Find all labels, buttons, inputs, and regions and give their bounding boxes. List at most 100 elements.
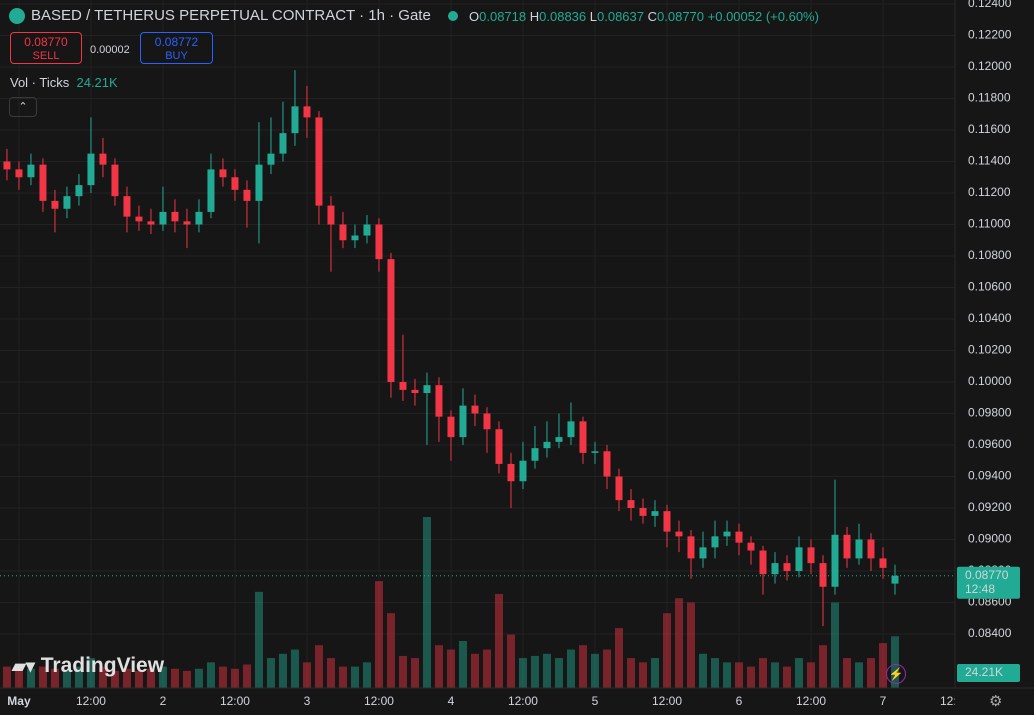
sell-price: 0.08770 [24,35,68,49]
volume-bar [566,649,575,688]
y-tick-label: 0.11200 [968,185,1011,199]
volume-bar [890,636,899,688]
volume-bar [98,666,107,688]
y-tick-label: 0.12400 [968,0,1012,10]
volume-bar [242,664,251,688]
candle-body [195,211,203,225]
volume-bar [518,658,527,688]
candle-body [855,539,863,559]
x-tick-label: 5 [592,694,599,708]
candle-body [303,106,311,118]
volume-bar [290,649,299,688]
symbol-logo [9,8,25,24]
candle-body [555,437,563,442]
candle-body [147,221,155,225]
volume-bar [206,662,215,688]
volume-bar [866,658,875,688]
volume-bar [2,666,11,688]
volume-bar [494,593,503,688]
y-tick-label: 0.10600 [968,280,1012,294]
volume-bar [338,666,347,688]
y-tick-label: 0.09200 [968,500,1012,514]
candle-body [231,177,239,190]
candle-body [75,185,83,197]
y-tick-label: 0.10000 [968,374,1012,388]
y-tick-label: 0.11400 [968,154,1011,168]
candle-body [639,508,647,516]
candle-body [579,421,587,453]
candle-body [207,169,215,212]
candle-body [123,196,131,217]
candle-body [87,153,95,186]
y-tick-label: 0.09400 [968,469,1012,483]
candle-body [471,405,479,414]
h-label: H [529,9,540,24]
collapse-button[interactable]: ⌃ [9,97,37,117]
volume-bar [266,658,275,688]
x-tick-label: 12:00 [76,694,106,708]
volume-bar [650,658,659,688]
volume-bar [50,668,59,688]
candle-body [435,385,443,417]
volume-bar [662,613,671,688]
candle-body [159,211,167,225]
candle-body [615,476,623,501]
candle-body [663,511,671,532]
y-tick-label: 0.09000 [968,532,1012,546]
x-tick-label: 3 [304,694,311,708]
candle-body [387,259,395,382]
volume-bar [110,670,119,688]
x-tick-label: May [7,694,31,708]
y-tick-label: 0.09600 [968,437,1012,451]
candle-body [627,500,635,508]
volume-bar [446,649,455,688]
candle-body [771,563,779,575]
y-tick-label: 0.11000 [968,217,1011,231]
candle-body [651,511,659,516]
candle-body [867,539,875,559]
market-status [448,11,458,21]
candle-body [411,389,419,394]
x-tick-label: 6 [736,694,743,708]
candle-body [747,542,755,551]
y-tick-label: 0.12000 [968,59,1012,73]
volume-bar [878,643,887,688]
volume-bar [410,658,419,688]
candle-body [531,448,539,461]
symbol-title[interactable]: BASED / TETHERUS PERPETUAL CONTRACT · 1h… [31,7,431,24]
y-tick-label: 0.09800 [968,406,1012,420]
candle-body [495,429,503,464]
buy-button[interactable]: 0.08772 BUY [140,32,213,64]
candle-body [423,385,431,394]
candle-body [843,534,851,559]
candle-body [111,164,119,197]
time-axis [0,688,955,715]
volume-bar [590,653,599,688]
volume-bar [14,670,23,688]
volume-legend-value: 24.21K [76,75,118,90]
candle-body [459,405,467,438]
y-tick-label: 0.10400 [968,311,1012,325]
candle-body [483,413,491,430]
last-price-label: 0.08770 [965,568,1009,582]
candle-body [291,106,299,134]
last-price-box [957,566,1020,599]
buy-label: BUY [165,50,188,62]
candle-body [603,451,611,477]
c-value: 0.08770 [657,9,705,24]
volume-bar [818,645,827,688]
change: +0.00052 (+0.60%) [707,9,819,24]
candle-body [819,563,827,587]
sell-button[interactable]: 0.08770 SELL [10,32,82,64]
volume-bar [278,653,287,688]
countdown-label: 12:48 [965,582,995,596]
candle-body [759,550,767,575]
brand-name: TradingView [40,654,165,677]
candle-body [279,133,287,154]
volume-bar [746,666,755,688]
settings-button[interactable]: ⚙ [989,693,1003,710]
y-tick-label: 0.10200 [968,343,1012,357]
sell-label: SELL [32,50,60,62]
flash-button[interactable]: ⚡ [886,664,906,684]
